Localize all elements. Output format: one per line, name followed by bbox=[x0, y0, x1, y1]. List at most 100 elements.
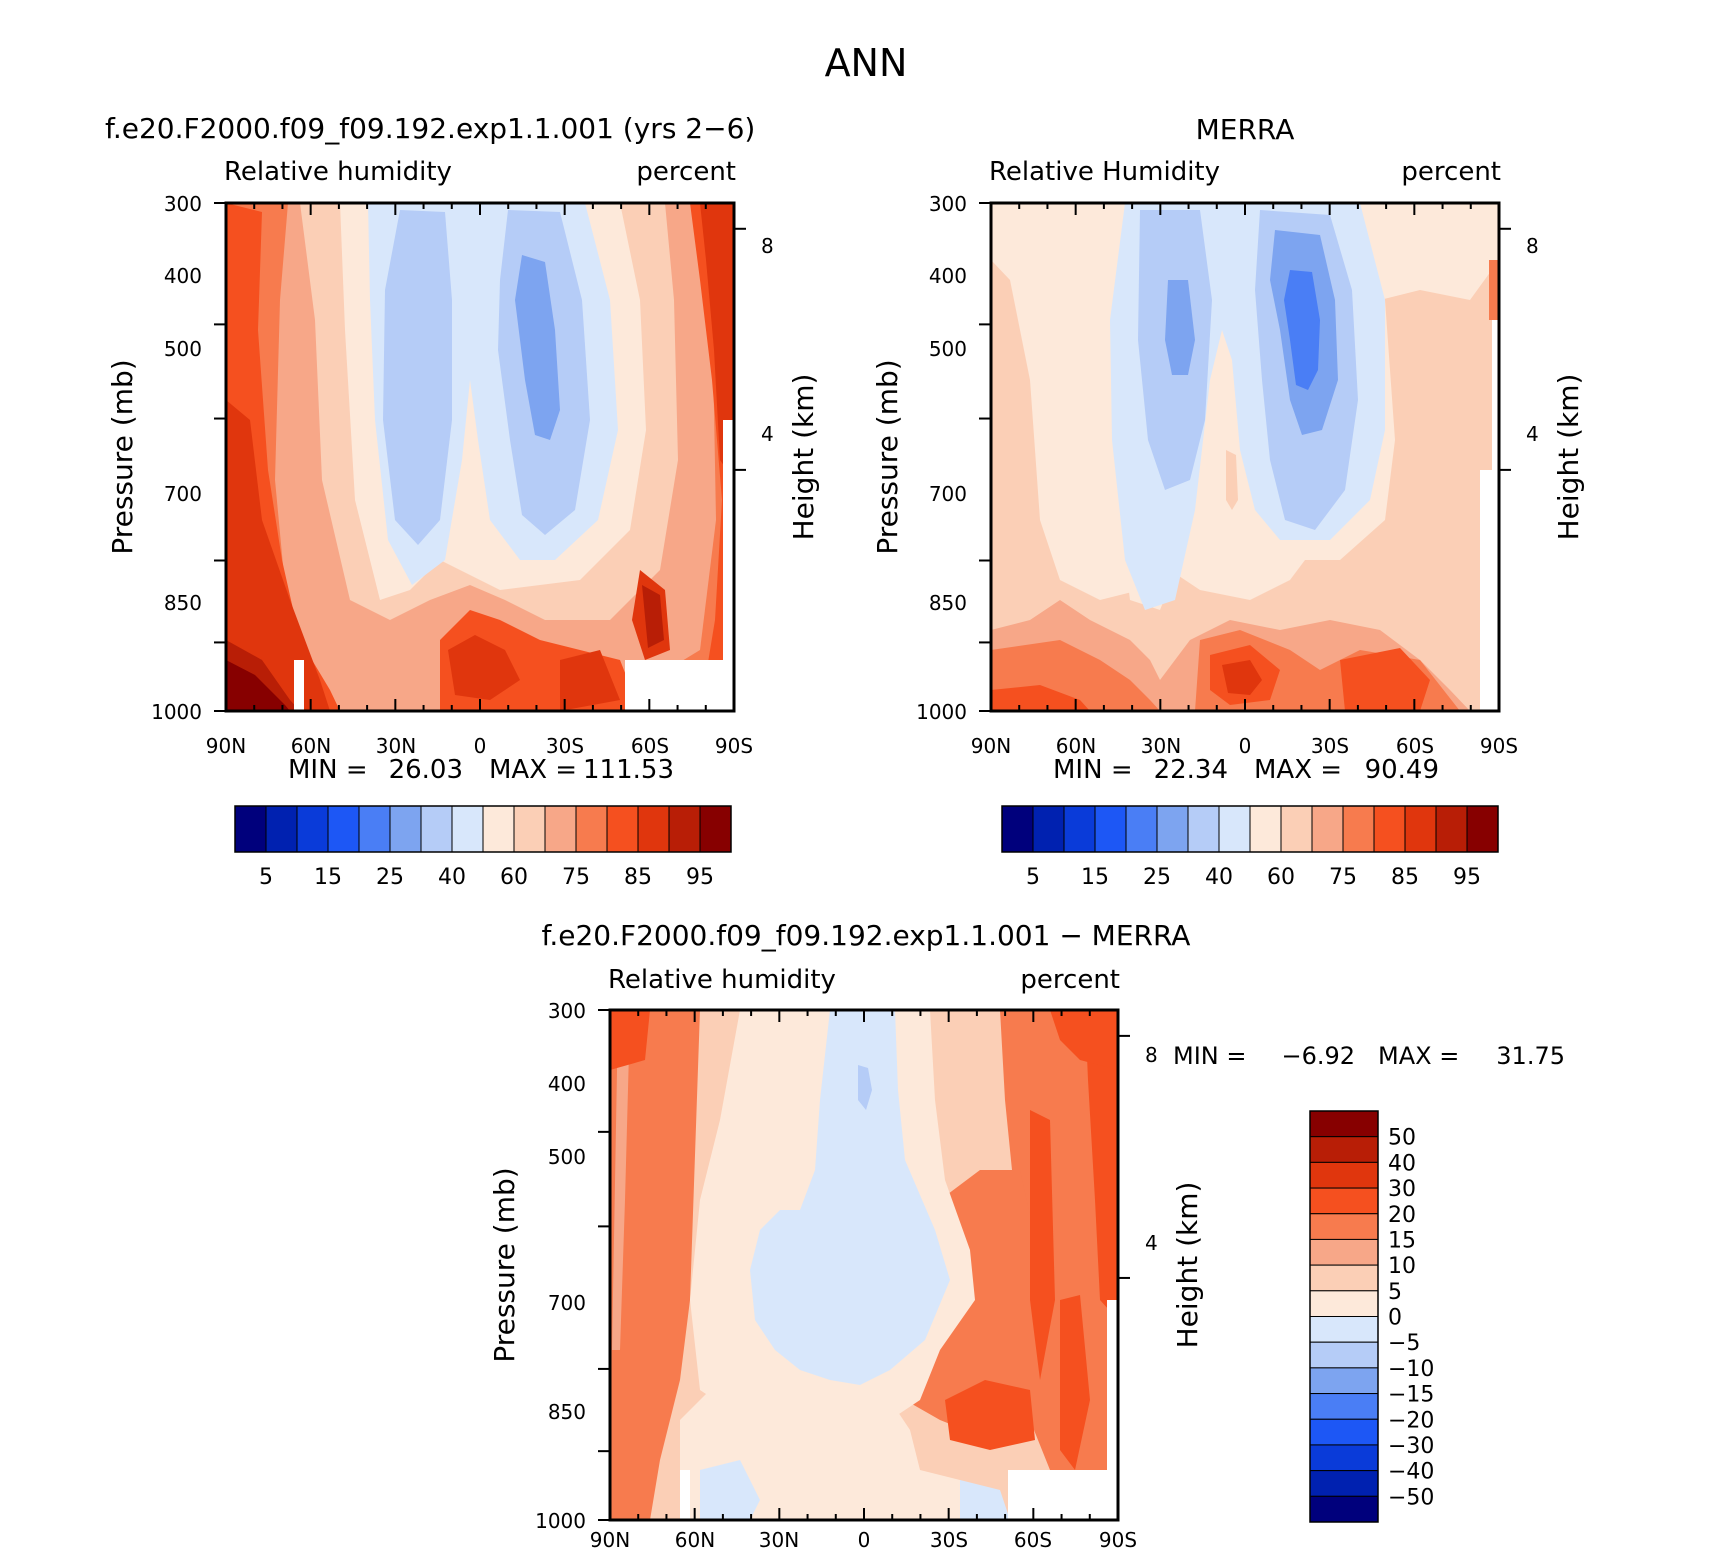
model-colorbar-box bbox=[420, 805, 453, 853]
model-colorbar-label: 85 bbox=[624, 865, 652, 890]
diff-x-tick-90N: 90N bbox=[590, 1528, 630, 1552]
obs-right-tick-8: 8 bbox=[1526, 234, 1539, 258]
diff-y-tick-700: 700 bbox=[548, 1291, 586, 1315]
figure-title: ANN bbox=[825, 41, 908, 85]
model-colorbar-label: 40 bbox=[438, 865, 466, 890]
obs-colorbar-box bbox=[1342, 805, 1375, 853]
obs-units-label: percent bbox=[1401, 157, 1501, 187]
diff-colorbar-label: −5 bbox=[1388, 1331, 1420, 1356]
model-y-tick-500: 500 bbox=[164, 337, 202, 361]
diff-x-tick-30S: 30S bbox=[930, 1528, 968, 1552]
model-x-tick-60S: 60S bbox=[631, 734, 669, 758]
model-colorbar-box bbox=[234, 805, 267, 853]
diff-colorbar-box bbox=[1309, 1495, 1379, 1523]
obs-colorbar-box bbox=[1063, 805, 1096, 853]
model-x-tick-90N: 90N bbox=[206, 734, 246, 758]
diff-colorbar-label: 50 bbox=[1388, 1126, 1416, 1151]
model-x-tick-60N: 60N bbox=[291, 734, 331, 758]
obs-y-tick-700: 700 bbox=[929, 482, 967, 506]
obs-x-tick-90S: 90S bbox=[1480, 734, 1518, 758]
obs-min-value: 22.34 bbox=[1154, 755, 1228, 785]
model-colorbar-box bbox=[358, 805, 391, 853]
diff-contour-field bbox=[610, 1010, 1118, 1520]
diff-right-axis-label: Height (km) bbox=[1171, 1182, 1204, 1349]
obs-max-value: 90.49 bbox=[1365, 755, 1439, 785]
model-panel: f.e20.F2000.f09_f09.192.exp1.1.001 (yrs … bbox=[105, 112, 820, 890]
model-colorbar-box bbox=[606, 805, 639, 853]
obs-x-tick-60N: 60N bbox=[1056, 734, 1096, 758]
diff-colorbar-label: −40 bbox=[1388, 1460, 1434, 1485]
obs-y-tick-400: 400 bbox=[929, 264, 967, 288]
model-x-tick-0: 0 bbox=[474, 734, 487, 758]
model-colorbar-label: 15 bbox=[314, 865, 342, 890]
obs-colorbar-box bbox=[1001, 805, 1034, 853]
model-y-tick-300: 300 bbox=[164, 192, 202, 216]
model-max-label: MAX = bbox=[489, 755, 577, 785]
model-y-tick-400: 400 bbox=[164, 264, 202, 288]
diff-colorbar-label: −30 bbox=[1388, 1434, 1434, 1459]
diff-colorbar-box bbox=[1309, 1290, 1379, 1317]
model-y-tick-850: 850 bbox=[164, 591, 202, 615]
obs-x-tick-30N: 30N bbox=[1141, 734, 1181, 758]
model-colorbar-box bbox=[451, 805, 484, 853]
diff-colorbar-label: −50 bbox=[1388, 1485, 1434, 1510]
model-colorbar-box bbox=[699, 805, 732, 853]
obs-colorbar-label: 25 bbox=[1143, 865, 1171, 890]
diff-max-value: 31.75 bbox=[1496, 1042, 1565, 1070]
model-units-label: percent bbox=[636, 157, 736, 187]
diff-colorbar-label: 30 bbox=[1388, 1177, 1416, 1202]
diff-colorbar-box bbox=[1309, 1418, 1379, 1446]
model-colorbar-box bbox=[637, 805, 670, 853]
model-colorbar-box bbox=[327, 805, 360, 853]
diff-y-tick-300: 300 bbox=[548, 999, 586, 1023]
model-case-title: f.e20.F2000.f09_f09.192.exp1.1.001 (yrs … bbox=[105, 112, 755, 145]
obs-colorbar: 5 15 25 40 60 75 85 95 bbox=[1001, 805, 1499, 890]
model-colorbar-label: 75 bbox=[562, 865, 590, 890]
diff-colorbar-box bbox=[1309, 1341, 1379, 1369]
diff-y-tick-500: 500 bbox=[548, 1145, 586, 1169]
model-colorbar-label: 25 bbox=[376, 865, 404, 890]
diff-colorbar-label: −15 bbox=[1388, 1383, 1434, 1408]
model-colorbar-box bbox=[389, 805, 422, 853]
diff-x-tick-90S: 90S bbox=[1099, 1528, 1137, 1552]
diff-y-tick-1000: 1000 bbox=[535, 1509, 586, 1533]
obs-colorbar-label: 5 bbox=[1026, 865, 1040, 890]
diff-max-label: MAX = bbox=[1378, 1042, 1459, 1070]
model-x-tick-30S: 30S bbox=[546, 734, 584, 758]
diff-y-tick-850: 850 bbox=[548, 1400, 586, 1424]
model-variable-label: Relative humidity bbox=[224, 157, 452, 187]
obs-right-tick-4: 4 bbox=[1526, 422, 1539, 446]
diff-y-tick-400: 400 bbox=[548, 1072, 586, 1096]
obs-y-axis-label: Pressure (mb) bbox=[871, 359, 904, 554]
diff-colorbar-label: 15 bbox=[1388, 1228, 1416, 1253]
obs-axis-lines bbox=[979, 202, 1511, 712]
model-colorbar-box bbox=[296, 805, 329, 853]
obs-colorbar-box bbox=[1435, 805, 1468, 853]
obs-colorbar-box bbox=[1125, 805, 1158, 853]
model-colorbar-frame bbox=[234, 805, 732, 853]
model-colorbar: 5 15 25 40 60 75 85 95 bbox=[234, 805, 732, 890]
obs-colorbar-box bbox=[1249, 805, 1282, 853]
model-colorbar-box bbox=[513, 805, 546, 853]
model-min-value: 26.03 bbox=[389, 755, 463, 785]
obs-y-tick-850: 850 bbox=[929, 591, 967, 615]
model-colorbar-label: 5 bbox=[259, 865, 273, 890]
model-y-tick-700: 700 bbox=[164, 482, 202, 506]
obs-colorbar-label: 95 bbox=[1453, 865, 1481, 890]
diff-colorbar-label: −10 bbox=[1388, 1357, 1434, 1382]
model-contour-field bbox=[226, 203, 734, 711]
obs-y-tick-1000: 1000 bbox=[916, 700, 967, 724]
diff-colorbar-label: 10 bbox=[1388, 1254, 1416, 1279]
diff-min-value: −6.92 bbox=[1281, 1042, 1355, 1070]
diff-panel: f.e20.F2000.f09_f09.192.exp1.1.001 − MER… bbox=[488, 919, 1565, 1552]
diff-colorbar-box bbox=[1309, 1470, 1379, 1497]
model-right-axis-label: Height (km) bbox=[787, 374, 820, 541]
diff-colorbar-label: 5 bbox=[1388, 1280, 1402, 1305]
model-colorbar-box bbox=[482, 805, 515, 853]
model-colorbar-box bbox=[265, 805, 298, 853]
obs-colorbar-box bbox=[1280, 805, 1313, 853]
obs-y-tick-300: 300 bbox=[929, 192, 967, 216]
obs-colorbar-box bbox=[1032, 805, 1065, 853]
diff-colorbar-label: 0 bbox=[1388, 1306, 1402, 1331]
obs-colorbar-label: 60 bbox=[1267, 865, 1295, 890]
